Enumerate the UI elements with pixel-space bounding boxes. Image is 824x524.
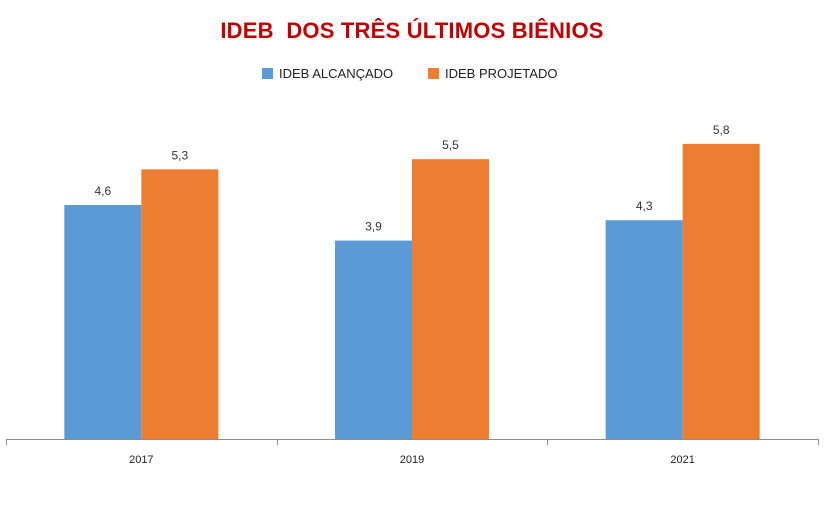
legend-item-projetado: IDEB PROJETADO	[428, 66, 557, 81]
bar-2021-series-1	[682, 143, 760, 439]
legend: IDEB ALCANÇADO IDEB PROJETADO	[0, 66, 824, 86]
legend-label-projetado: IDEB PROJETADO	[445, 66, 558, 81]
bar-2021-series-0	[605, 220, 683, 439]
x-tick-label-2019: 2019	[400, 454, 424, 466]
bar-2017-series-1	[141, 169, 219, 439]
data-label-2021-series-0: 4,3	[636, 199, 653, 213]
data-label-2017-series-0: 4,6	[94, 184, 111, 198]
bar-2019-series-0	[335, 240, 412, 439]
legend-swatch-alcancado	[262, 68, 273, 79]
chart-title: IDEB DOS TRÊS ÚLTIMOS BIÊNIOS	[220, 18, 604, 43]
legend-label-alcancado: IDEB ALCANÇADO	[279, 66, 394, 81]
bar-2019-series-1	[412, 159, 489, 439]
data-label-2021-series-1: 5,8	[713, 123, 730, 137]
data-label-2017-series-1: 5,3	[171, 148, 188, 162]
data-label-2019-series-0: 3,9	[365, 220, 382, 234]
data-label-2019-series-1: 5,5	[442, 138, 459, 152]
x-tick-label-2021: 2021	[670, 454, 694, 466]
x-tick-label-2017: 2017	[129, 454, 153, 466]
legend-item-alcancado: IDEB ALCANÇADO	[262, 66, 393, 81]
bar-2017-series-0	[64, 204, 142, 439]
legend-swatch-projetado	[428, 68, 439, 79]
